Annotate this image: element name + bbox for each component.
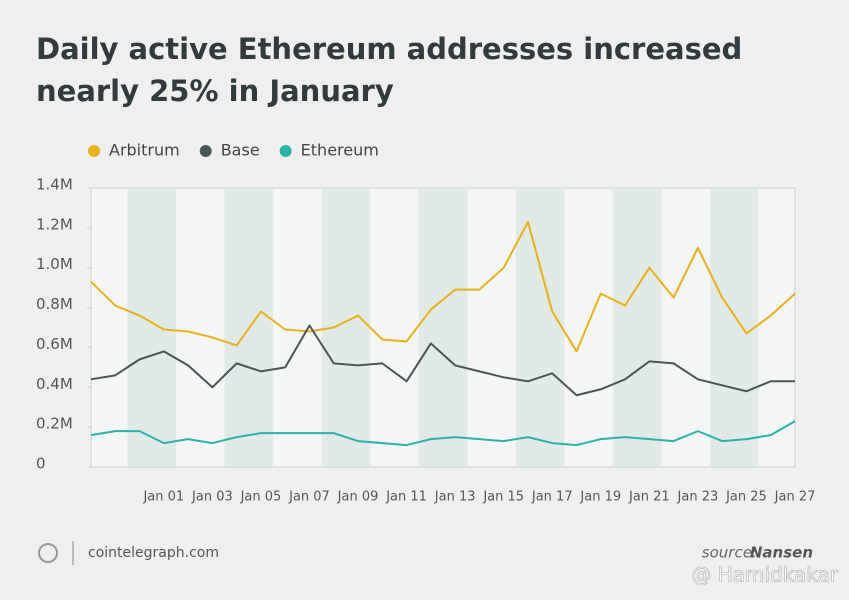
logo [38, 543, 58, 563]
x-tick-label: Jan 23 [677, 490, 719, 505]
line [90, 220, 796, 353]
y-tick-label: 0.6M [36, 335, 73, 353]
source-label: source: [702, 544, 757, 562]
band [710, 189, 759, 466]
legend-label: Ethereum [301, 141, 379, 160]
x-tick-label: Jan 03 [191, 490, 233, 505]
band [515, 189, 565, 466]
y-tick-label: 0.4M [36, 375, 73, 393]
x-tick-label: Jan 09 [337, 490, 379, 505]
chart-title: Daily active Ethereum addresses increase… [36, 32, 743, 108]
line [90, 420, 796, 447]
y-tick-label: 1.0M [36, 255, 73, 273]
x-tick-label: Jan 21 [628, 490, 670, 505]
band [127, 189, 176, 466]
x-tick-label: Jan 27 [774, 490, 816, 505]
x-tick-label: Jan 05 [240, 490, 282, 505]
x-tick-label: Jan 19 [579, 490, 621, 505]
legend-swatch [199, 145, 212, 157]
x-tick-label: Jan 17 [531, 490, 573, 505]
watermark: @ Hamidkakar [691, 563, 838, 587]
source: Nansen [750, 544, 813, 562]
band [418, 189, 468, 466]
legend-swatch [279, 145, 292, 157]
band [612, 189, 662, 466]
x-tick-label: Jan 01 [142, 490, 184, 505]
line [90, 324, 795, 397]
x-tick-label: Jan 13 [434, 490, 476, 505]
y-tick-label: 0 [36, 455, 46, 473]
x-tick-label: Jan 15 [482, 490, 524, 505]
legend-label: Base [221, 141, 260, 160]
y-tick-label: 0.2M [36, 415, 73, 433]
x-tick-label: Jan 11 [385, 490, 427, 505]
x-tick-label: Jan 07 [288, 490, 330, 505]
legend-swatch [88, 145, 100, 157]
y-tick-label: 1.2M [36, 215, 73, 233]
site: cointelegraph.com [88, 545, 219, 561]
legend-label: Arbitrum [109, 141, 180, 160]
y-tick-label: 0.8M [36, 295, 73, 313]
y-tick-label: 1.4M [36, 176, 73, 194]
x-tick-label: Jan 25 [725, 490, 767, 505]
